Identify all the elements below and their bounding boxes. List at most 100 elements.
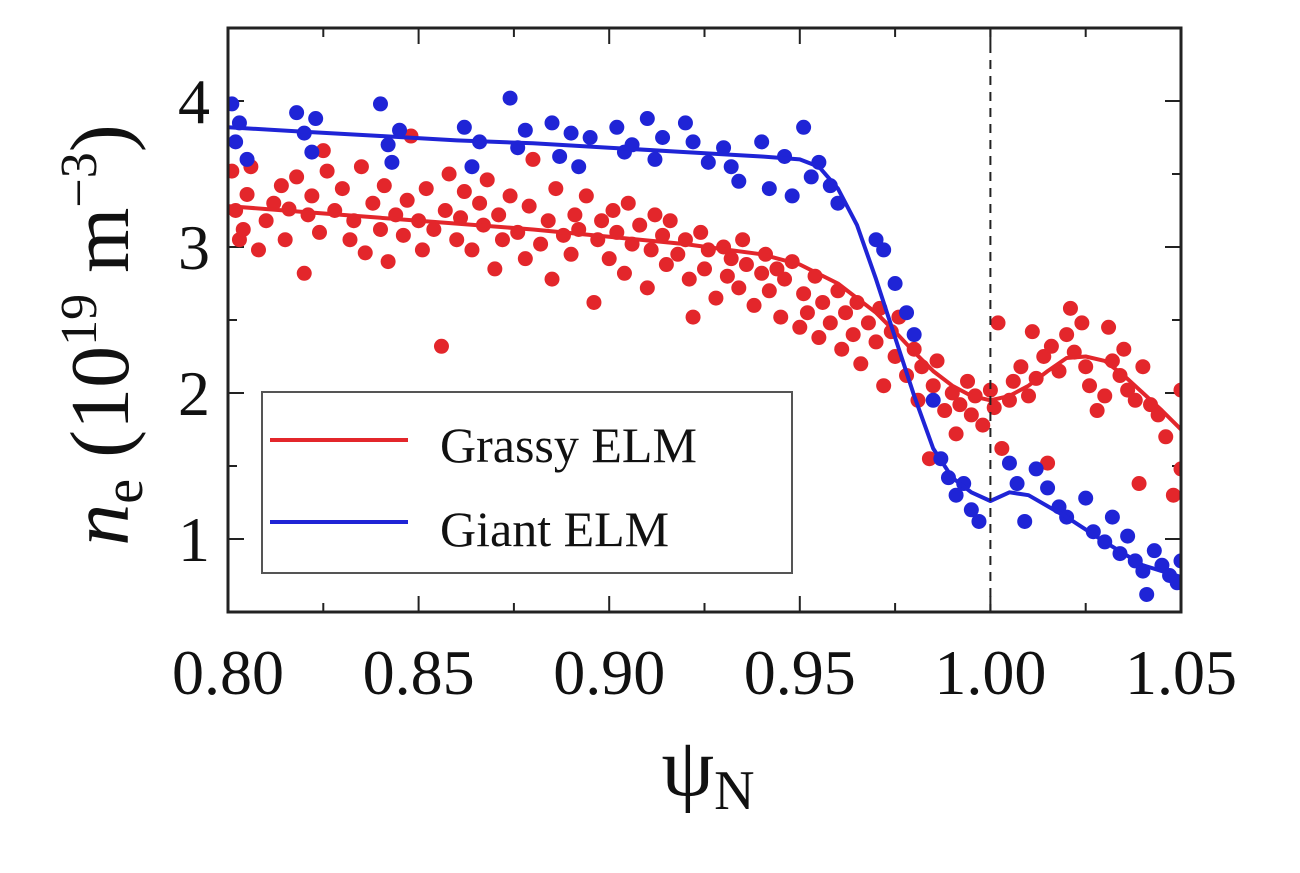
data-point-grassy xyxy=(380,254,396,270)
data-point-giant xyxy=(948,487,964,503)
data-point-giant xyxy=(971,513,987,529)
data-point-giant xyxy=(304,144,320,160)
data-point-grassy xyxy=(1021,388,1037,404)
data-point-grassy xyxy=(929,353,945,369)
data-point-grassy xyxy=(479,172,495,188)
x-tick-label: 0.90 xyxy=(553,637,665,708)
data-point-giant xyxy=(1173,553,1181,569)
data-point-grassy xyxy=(1165,487,1181,503)
data-point-giant xyxy=(685,134,701,150)
data-point-grassy xyxy=(1101,319,1117,335)
data-point-grassy xyxy=(773,309,789,325)
data-point-grassy xyxy=(647,207,663,223)
data-point-grassy xyxy=(277,232,293,248)
y-axis-title: ne (1019 m−3) xyxy=(51,124,155,546)
data-point-grassy xyxy=(1127,392,1143,408)
data-point-grassy xyxy=(948,426,964,442)
data-point-giant xyxy=(899,305,915,321)
data-point-grassy xyxy=(273,178,289,194)
data-point-grassy xyxy=(1158,429,1174,445)
x-axis-title: ψN xyxy=(661,721,754,822)
data-point-grassy xyxy=(1082,378,1098,394)
data-point-giant xyxy=(289,105,305,121)
legend: Grassy ELM Giant ELM xyxy=(261,391,793,574)
data-point-grassy xyxy=(239,186,255,202)
data-point-grassy xyxy=(578,188,594,204)
data-point-giant xyxy=(639,111,655,127)
data-point-giant xyxy=(868,232,884,248)
data-point-grassy xyxy=(876,378,892,394)
data-point-grassy xyxy=(685,309,701,325)
data-point-grassy xyxy=(799,305,815,321)
data-point-grassy xyxy=(1005,373,1021,389)
data-point-grassy xyxy=(491,207,507,223)
data-point-grassy xyxy=(838,305,854,321)
data-point-grassy xyxy=(639,280,655,296)
data-point-giant xyxy=(456,119,472,135)
data-point-grassy xyxy=(1043,338,1059,354)
data-point-giant xyxy=(876,242,892,258)
data-point-grassy xyxy=(777,271,793,287)
y-tick-label: 1 xyxy=(178,504,210,575)
data-point-grassy xyxy=(815,294,831,310)
legend-box xyxy=(261,391,793,574)
data-point-giant xyxy=(723,159,739,175)
data-point-giant xyxy=(1139,586,1155,602)
legend-label-grassy: Grassy ELM xyxy=(440,417,697,473)
data-point-grassy xyxy=(414,242,430,258)
data-point-grassy xyxy=(1074,315,1090,331)
data-point-giant xyxy=(571,159,587,175)
data-point-grassy xyxy=(960,373,976,389)
data-point-giant xyxy=(380,137,396,153)
x-tick-label: 1.00 xyxy=(934,637,1046,708)
data-point-grassy xyxy=(994,440,1010,456)
data-point-giant xyxy=(384,154,400,170)
data-point-giant xyxy=(502,90,518,106)
data-point-giant xyxy=(582,130,598,145)
data-point-grassy xyxy=(464,242,480,258)
data-point-giant xyxy=(803,169,819,185)
data-point-grassy xyxy=(433,338,449,354)
data-point-grassy xyxy=(834,341,850,357)
data-point-grassy xyxy=(472,195,488,211)
data-point-grassy xyxy=(868,334,884,350)
data-point-grassy xyxy=(525,151,541,167)
data-point-grassy xyxy=(453,210,469,226)
data-point-grassy xyxy=(769,261,785,277)
data-point-grassy xyxy=(731,280,747,296)
x-tick-label: 0.80 xyxy=(172,637,284,708)
data-point-grassy xyxy=(697,261,712,277)
data-point-giant xyxy=(655,130,671,145)
data-point-grassy xyxy=(426,221,442,237)
data-point-grassy xyxy=(963,407,979,423)
y-tick-label: 4 xyxy=(178,66,210,137)
data-point-grassy xyxy=(533,236,549,252)
data-point-giant xyxy=(887,276,903,291)
data-point-grassy xyxy=(540,213,556,229)
data-point-grassy xyxy=(655,227,671,243)
data-point-grassy xyxy=(266,195,282,211)
data-point-grassy xyxy=(357,245,373,261)
data-point-grassy xyxy=(563,246,579,262)
data-point-grassy xyxy=(1059,327,1075,343)
data-point-grassy xyxy=(1116,341,1132,357)
data-point-grassy xyxy=(1135,359,1151,375)
data-point-grassy xyxy=(1013,359,1029,375)
data-point-grassy xyxy=(792,319,808,335)
y-tick-label: 2 xyxy=(178,358,210,429)
data-point-grassy xyxy=(616,265,632,281)
data-point-giant xyxy=(372,96,388,112)
data-point-grassy xyxy=(521,198,537,214)
data-point-giant xyxy=(677,115,693,131)
data-point-grassy xyxy=(376,178,392,194)
data-point-grassy xyxy=(594,213,610,229)
data-point-grassy xyxy=(643,242,659,258)
data-point-giant xyxy=(647,151,663,167)
data-point-grassy xyxy=(796,286,812,302)
data-point-grassy xyxy=(658,257,674,273)
data-point-giant xyxy=(609,119,625,135)
data-point-grassy xyxy=(990,315,1006,331)
data-point-grassy xyxy=(250,242,266,258)
data-point-giant xyxy=(544,115,560,131)
data-point-grassy xyxy=(437,203,453,218)
